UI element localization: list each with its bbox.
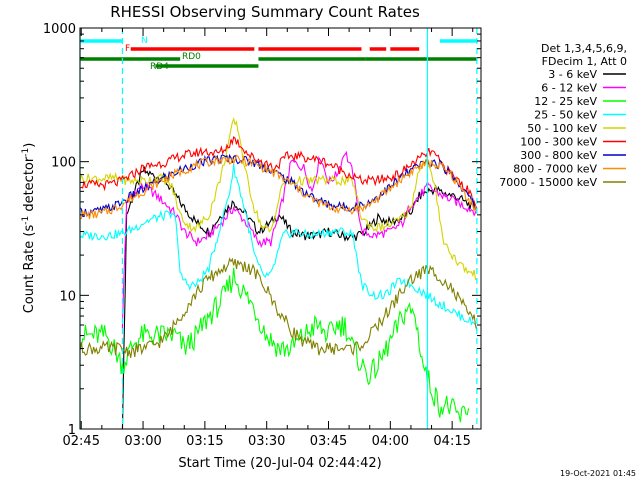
y-tick-label-1: 10 bbox=[59, 289, 76, 304]
y-axis-label-tail: detector bbox=[22, 156, 37, 216]
legend-label-2: 12 - 25 keV bbox=[534, 95, 597, 108]
x-tick-label-6: 04:15 bbox=[433, 434, 470, 449]
y-axis-label-sup: -1 bbox=[21, 216, 31, 225]
flag-bar-label-1: F bbox=[125, 44, 130, 54]
flag-bar-label-2: RD0 bbox=[182, 52, 201, 62]
y-axis-label-tail-sup: -1 bbox=[21, 148, 31, 157]
x-tick-label-1: 03:00 bbox=[124, 434, 161, 449]
legend-label-0: 3 - 6 keV bbox=[548, 68, 597, 81]
x-tick-label-5: 04:00 bbox=[372, 434, 409, 449]
series-line-3 bbox=[80, 163, 478, 329]
series-line-2 bbox=[80, 267, 470, 423]
x-axis-label: Start Time (20-Jul-04 02:44:42) bbox=[178, 456, 381, 471]
y-tick-label-0: 1 bbox=[68, 423, 76, 438]
y-axis-label: Count Rate (s-1 detector-1) bbox=[21, 143, 37, 314]
series-line-8 bbox=[80, 257, 478, 358]
series-line-7 bbox=[80, 154, 478, 220]
flag-bar-label-0: N bbox=[141, 36, 148, 46]
series-line-4 bbox=[80, 117, 478, 281]
chart-title: RHESSI Observing Summary Count Rates bbox=[110, 3, 420, 21]
plot-frame bbox=[79, 27, 482, 430]
legend-header-line-2: FDecim 1, Att 0 bbox=[542, 55, 627, 68]
y-axis-ticks: 1 10 100 1000 bbox=[43, 22, 481, 438]
legend-label-8: 7000 - 15000 keV bbox=[499, 176, 597, 189]
y-tick-label-2: 100 bbox=[51, 156, 76, 171]
flag-bar-label-3: RD4 bbox=[150, 62, 169, 72]
flag-bars: N F RD0 RD4 bbox=[80, 36, 477, 72]
series-line-0 bbox=[121, 165, 478, 429]
y-tick-label-3: 1000 bbox=[43, 22, 76, 37]
series-line-5 bbox=[80, 135, 478, 210]
legend-label-5: 100 - 300 keV bbox=[520, 136, 597, 149]
x-tick-label-3: 03:30 bbox=[248, 434, 285, 449]
x-tick-label-0: 02:45 bbox=[63, 434, 100, 449]
legend-label-3: 25 - 50 keV bbox=[534, 109, 597, 122]
legend-header-line-1: Det 1,3,4,5,6,9, bbox=[541, 42, 627, 55]
x-tick-label-2: 03:15 bbox=[186, 434, 223, 449]
legend-label-1: 6 - 12 keV bbox=[541, 82, 597, 95]
legend: Det 1,3,4,5,6,9, FDecim 1, Att 0 3 - 6 k… bbox=[499, 42, 627, 189]
legend-label-4: 50 - 100 keV bbox=[527, 122, 597, 135]
series-line-1 bbox=[121, 150, 478, 329]
data-series bbox=[80, 117, 478, 429]
legend-label-6: 300 - 800 keV bbox=[520, 149, 597, 162]
generation-timestamp: 19-Oct-2021 01:45 bbox=[560, 469, 636, 478]
x-axis-ticks: 02:45 03:00 03:15 03:30 03:45 04:00 04:15 bbox=[63, 28, 474, 449]
y-axis-label-end: ) bbox=[22, 143, 37, 148]
legend-label-7: 800 - 7000 keV bbox=[513, 163, 597, 176]
y-axis-label-main: Count Rate (s bbox=[22, 225, 37, 314]
x-tick-label-4: 03:45 bbox=[310, 434, 347, 449]
